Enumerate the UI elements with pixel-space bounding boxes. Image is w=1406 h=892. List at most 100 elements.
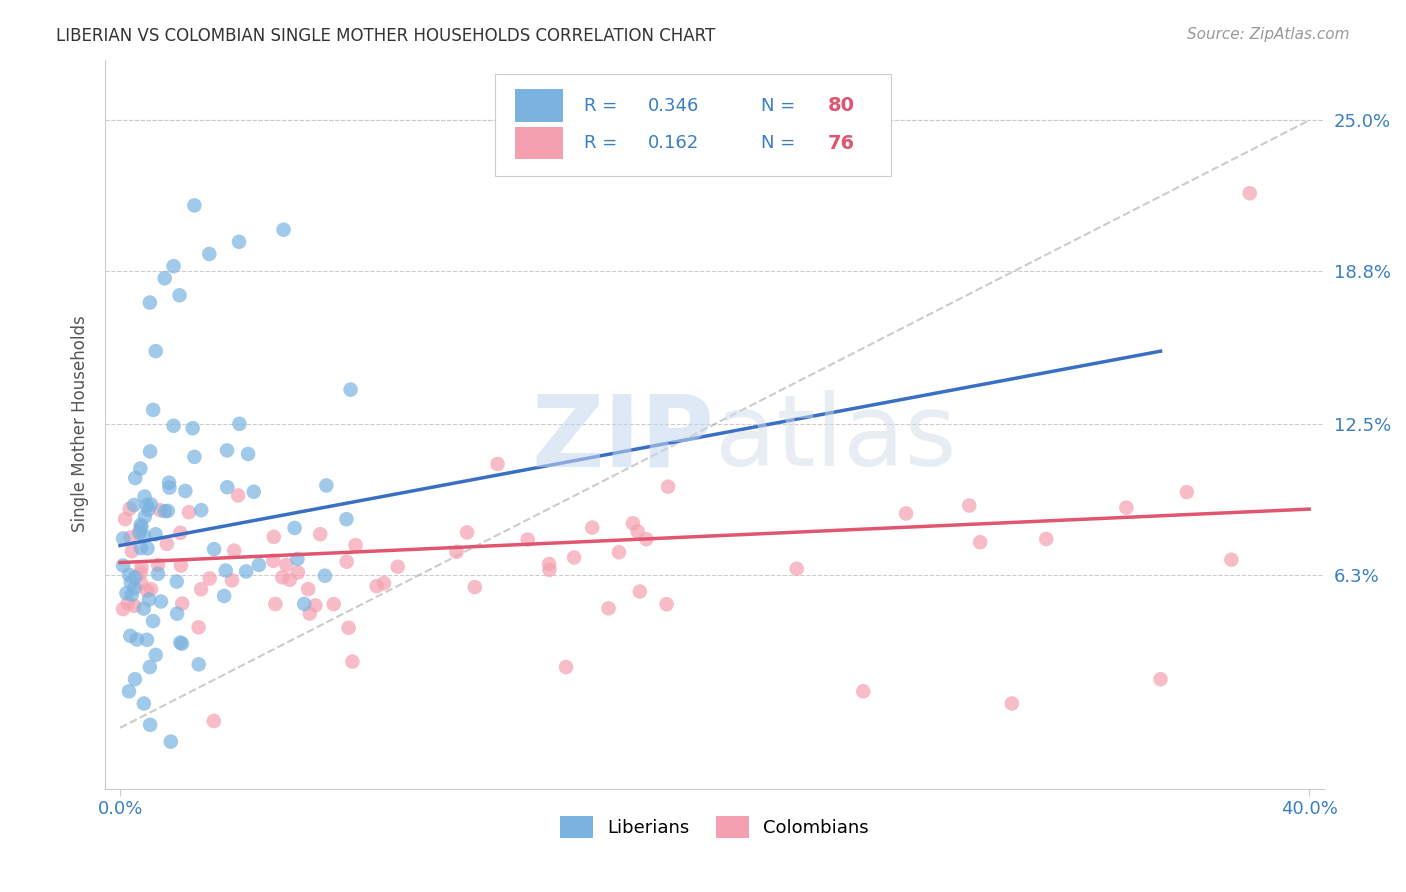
Point	[1239, 186, 1261, 201]
Point	[124, 471, 146, 485]
Point	[125, 632, 148, 647]
Point	[287, 552, 309, 566]
Point	[198, 247, 221, 261]
Point	[297, 582, 319, 596]
Point	[1035, 532, 1057, 546]
Point	[162, 259, 184, 273]
Point	[149, 503, 172, 517]
Point	[581, 520, 603, 534]
Point	[118, 684, 141, 698]
Point	[129, 461, 152, 475]
Point	[1220, 552, 1243, 566]
Point	[128, 525, 150, 540]
Point	[373, 576, 395, 591]
Point	[129, 541, 152, 555]
Point	[284, 521, 307, 535]
Point	[183, 450, 205, 464]
Point	[236, 447, 259, 461]
Text: Source: ZipAtlas.com: Source: ZipAtlas.com	[1187, 27, 1350, 42]
Point	[342, 655, 364, 669]
Point	[139, 718, 162, 732]
Point	[120, 629, 142, 643]
Text: 0.162: 0.162	[648, 135, 699, 153]
Point	[366, 579, 388, 593]
Point	[181, 421, 204, 435]
Point	[187, 620, 209, 634]
Point	[1001, 697, 1024, 711]
Point	[555, 660, 578, 674]
Point	[124, 570, 146, 584]
Point	[120, 575, 142, 590]
Point	[224, 543, 246, 558]
FancyBboxPatch shape	[495, 74, 891, 177]
Text: atlas: atlas	[714, 390, 956, 487]
Point	[464, 580, 486, 594]
Point	[141, 582, 163, 597]
Point	[344, 538, 367, 552]
Y-axis label: Single Mother Households: Single Mother Households	[72, 316, 89, 533]
Point	[121, 544, 143, 558]
Point	[114, 512, 136, 526]
Point	[169, 288, 191, 302]
Point	[139, 660, 162, 674]
Point	[304, 599, 326, 613]
Text: 76: 76	[828, 134, 855, 153]
Point	[657, 480, 679, 494]
Text: 80: 80	[828, 96, 855, 115]
Point	[538, 563, 561, 577]
Point	[298, 607, 321, 621]
Point	[131, 519, 153, 533]
Point	[276, 558, 298, 572]
Point	[486, 457, 509, 471]
Point	[146, 558, 169, 572]
Text: N =: N =	[761, 96, 801, 114]
Point	[135, 498, 157, 512]
Point	[166, 574, 188, 589]
Point	[136, 541, 159, 556]
Point	[309, 527, 332, 541]
Point	[159, 734, 181, 748]
Point	[118, 501, 141, 516]
Point	[636, 532, 658, 546]
Text: ZIP: ZIP	[531, 390, 714, 487]
Point	[115, 586, 138, 600]
Point	[628, 584, 651, 599]
Point	[190, 503, 212, 517]
Text: N =: N =	[761, 135, 801, 153]
Point	[132, 601, 155, 615]
Point	[287, 566, 309, 580]
Point	[221, 574, 243, 588]
Point	[242, 484, 264, 499]
Point	[120, 530, 142, 544]
Text: R =: R =	[585, 96, 623, 114]
Point	[247, 558, 270, 572]
Text: R =: R =	[585, 135, 623, 153]
Point	[1149, 672, 1171, 686]
Point	[264, 597, 287, 611]
Point	[516, 533, 538, 547]
Point	[145, 344, 167, 359]
Point	[142, 402, 165, 417]
Point	[128, 524, 150, 538]
Point	[190, 582, 212, 597]
Point	[135, 583, 157, 598]
Point	[655, 597, 678, 611]
Point	[217, 480, 239, 494]
Point	[262, 554, 284, 568]
Point	[607, 545, 630, 559]
Point	[136, 632, 159, 647]
Point	[456, 525, 478, 540]
Point	[273, 222, 295, 236]
Point	[162, 418, 184, 433]
Point	[131, 560, 153, 574]
Point	[1115, 500, 1137, 515]
Point	[145, 648, 167, 662]
Point	[124, 599, 146, 613]
Text: LIBERIAN VS COLOMBIAN SINGLE MOTHER HOUSEHOLDS CORRELATION CHART: LIBERIAN VS COLOMBIAN SINGLE MOTHER HOUS…	[56, 27, 716, 45]
Point	[562, 550, 585, 565]
Point	[202, 714, 225, 728]
Point	[170, 558, 193, 573]
Point	[235, 565, 257, 579]
Point	[132, 697, 155, 711]
Point	[228, 235, 250, 249]
